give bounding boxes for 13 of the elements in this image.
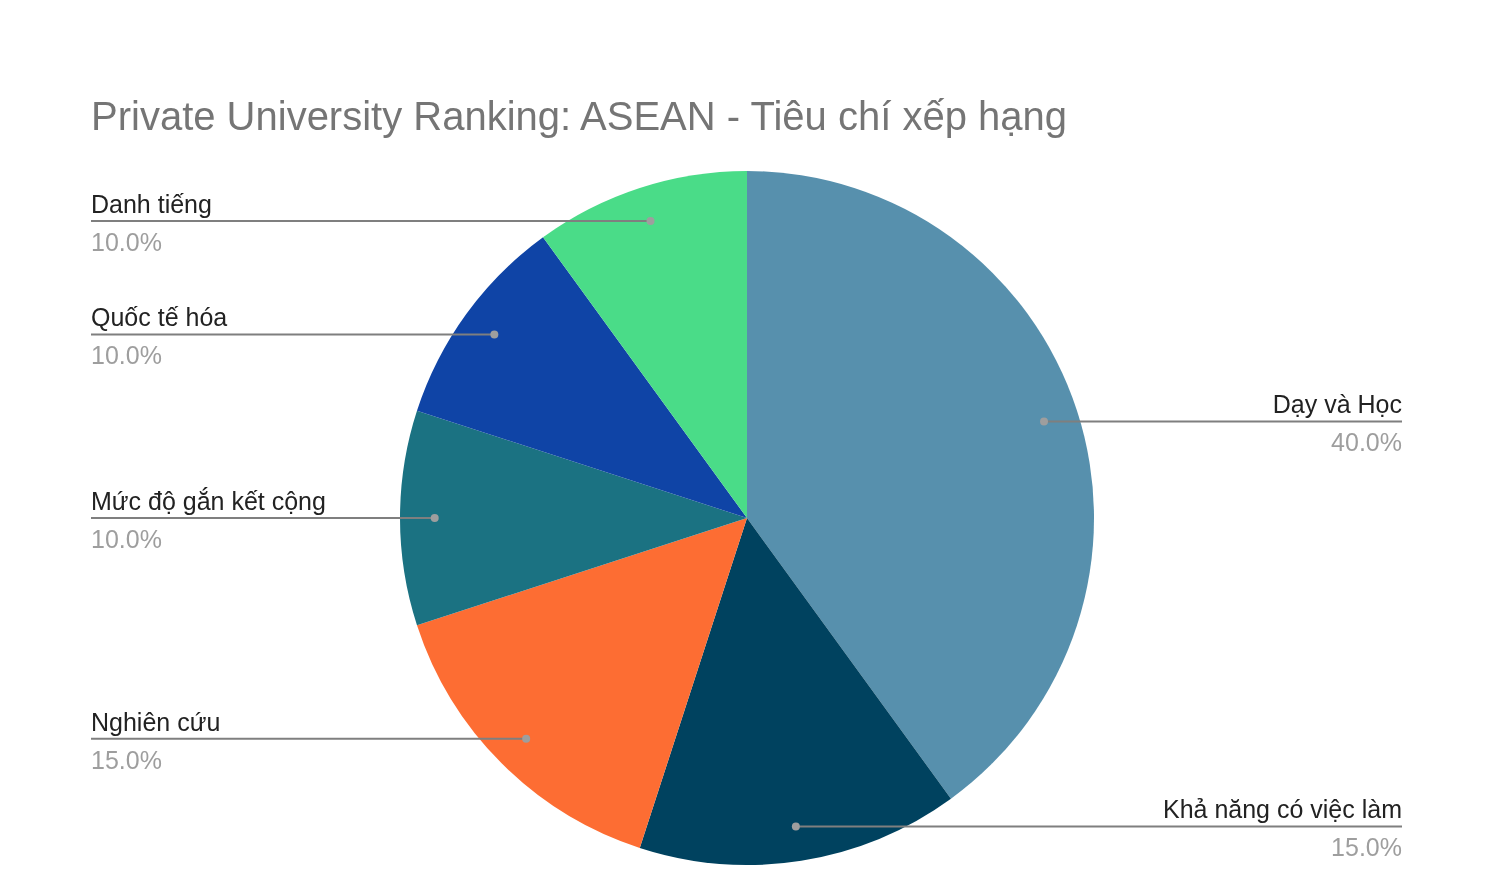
slice-label: Khả năng có việc làm: [1162, 795, 1402, 824]
data-label: 10.0%: [91, 525, 162, 553]
slice-label: Nghiên cứu: [91, 707, 221, 736]
slice-label: Quốc tế hóa: [91, 303, 228, 332]
slice-label: Mức độ gắn kết cộng: [91, 487, 326, 515]
data-label: 40.0%: [1331, 428, 1402, 457]
data-label: 15.0%: [1331, 833, 1402, 862]
slice-label: Danh tiếng: [91, 189, 212, 218]
data-label: 15.0%: [91, 745, 162, 774]
data-label: 10.0%: [91, 227, 162, 256]
slice-label: Dạy và Học: [1272, 390, 1402, 419]
data-label: 10.0%: [91, 341, 162, 370]
chart-title: Private University Ranking: ASEAN - Tiêu chí xếp hạng: [91, 93, 1068, 140]
